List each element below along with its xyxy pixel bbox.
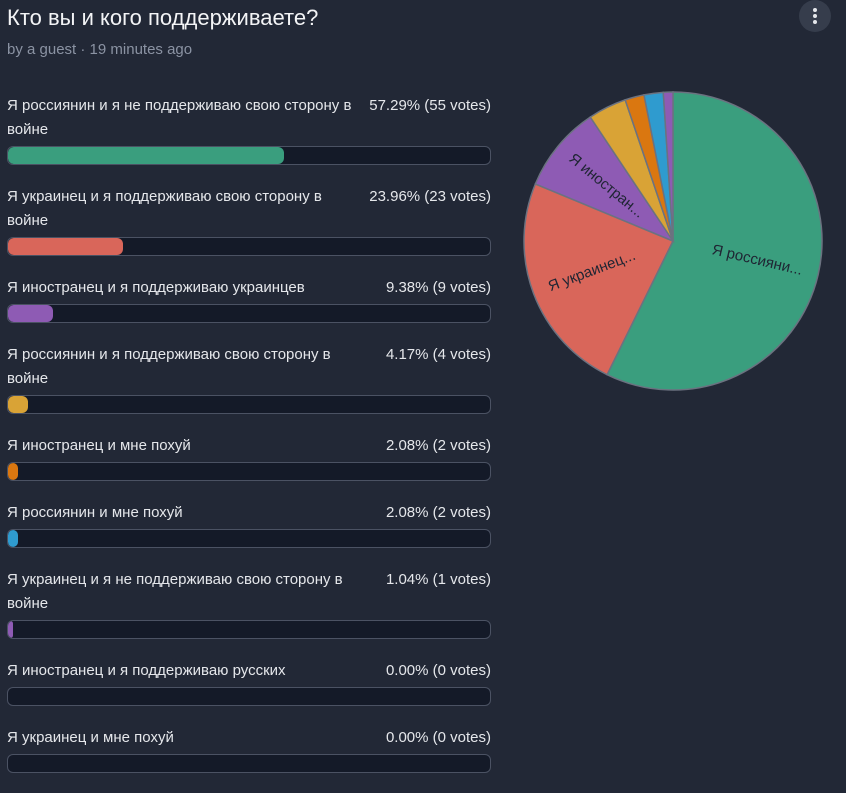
option-result: 0.00% (0 votes) — [385, 729, 491, 746]
bar-track — [7, 237, 491, 256]
option: Я иностранец и мне похуй 2.08% (2 votes) — [7, 434, 491, 481]
pie-slice — [624, 93, 674, 242]
bar-track — [7, 395, 491, 414]
option-label: Я иностранец и мне похуй — [7, 437, 191, 454]
option: Я украинец и я поддерживаю свою сторону … — [7, 185, 491, 256]
option: Я украинец и мне похуй 0.00% (0 votes) — [7, 726, 491, 773]
option-result: 4.17% (4 votes) — [385, 346, 491, 363]
poll-title: Кто вы и кого поддерживаете? — [7, 5, 319, 30]
option-label: Я украинец и я не поддерживаю свою сторо… — [7, 571, 343, 612]
page: Кто вы и кого поддерживаете? by a guest … — [7, 0, 831, 773]
option: Я россиянин и я поддерживаю свою сторону… — [7, 343, 491, 414]
bar-fill — [8, 305, 54, 322]
option-result: 23.96% (23 votes) — [369, 188, 491, 205]
option-label: Я украинец и мне похуй — [7, 729, 174, 746]
bar-track — [7, 754, 491, 773]
bar-track — [7, 462, 491, 481]
pie-slice — [643, 91, 674, 242]
option-row: Я иностранец и мне похуй 2.08% (2 votes) — [7, 434, 491, 458]
option-result: 0.00% (0 votes) — [385, 662, 491, 679]
pie-label: Я иностран... — [566, 150, 648, 221]
bar-fill — [8, 147, 285, 164]
results-list: Я россиянин и я не поддерживаю свою стор… — [7, 94, 491, 793]
bar-track — [7, 529, 491, 548]
option: Я иностранец и я поддерживаю русских 0.00… — [7, 659, 491, 706]
bar-track — [7, 620, 491, 639]
option-row: Я россиянин и мне похуй 2.08% (2 votes) — [7, 501, 491, 525]
option: Я иностранец и я поддерживаю украинцев 9.… — [7, 276, 491, 323]
pie-slice — [523, 182, 675, 376]
option-row: Я украинец и я поддерживаю свою сторону … — [7, 185, 491, 233]
bar-track — [7, 146, 491, 165]
option-row: Я иностранец и я поддерживаю украинцев 9.… — [7, 276, 491, 300]
option: Я украинец и я не поддерживаю свою сторо… — [7, 568, 491, 639]
option-row: Я россиянин и я не поддерживаю свою стор… — [7, 94, 491, 142]
bar-fill — [8, 621, 13, 638]
pie-label: Я россияни... — [710, 241, 804, 279]
option-label: Я иностранец и я поддерживаю русских — [7, 662, 286, 679]
pie-slice — [606, 91, 823, 391]
option-label: Я россиянин и мне похуй — [7, 504, 183, 521]
byline: by a guest · 19 minutes ago — [7, 41, 193, 58]
menu-button[interactable] — [799, 0, 831, 32]
bar-fill — [8, 238, 124, 255]
bar-fill — [8, 396, 29, 413]
option-label: Я россиянин и я поддерживаю свою сторону… — [7, 346, 331, 387]
option: Я россиянин и я не поддерживаю свою стор… — [7, 94, 491, 165]
option-result: 2.08% (2 votes) — [385, 504, 491, 521]
option: Я россиянин и мне похуй 2.08% (2 votes) — [7, 501, 491, 548]
option-result: 57.29% (55 votes) — [369, 97, 491, 114]
pie-label: Я украинец... — [546, 247, 638, 295]
option-row: Я россиянин и я поддерживаю свою сторону… — [7, 343, 491, 391]
pie-slice — [662, 91, 674, 242]
option-label: Я иностранец и я поддерживаю украинцев — [7, 279, 305, 296]
bar-fill — [8, 463, 19, 480]
option-result: 9.38% (9 votes) — [385, 279, 491, 296]
option-row: Я иностранец и я поддерживаю русских 0.00… — [7, 659, 491, 683]
bar-track — [7, 687, 491, 706]
bar-fill — [8, 530, 19, 547]
option-result: 1.04% (1 votes) — [385, 571, 491, 588]
option-label: Я россиянин и я не поддерживаю свою стор… — [7, 97, 352, 138]
option-row: Я украинец и мне похуй 0.00% (0 votes) — [7, 726, 491, 750]
option-label: Я украинец и я поддерживаю свою сторону … — [7, 188, 322, 229]
pie-slice — [534, 116, 675, 243]
pie-slice — [589, 98, 674, 242]
bar-track — [7, 304, 491, 323]
option-result: 2.08% (2 votes) — [385, 437, 491, 454]
option-row: Я украинец и я не поддерживаю свою сторо… — [7, 568, 491, 616]
